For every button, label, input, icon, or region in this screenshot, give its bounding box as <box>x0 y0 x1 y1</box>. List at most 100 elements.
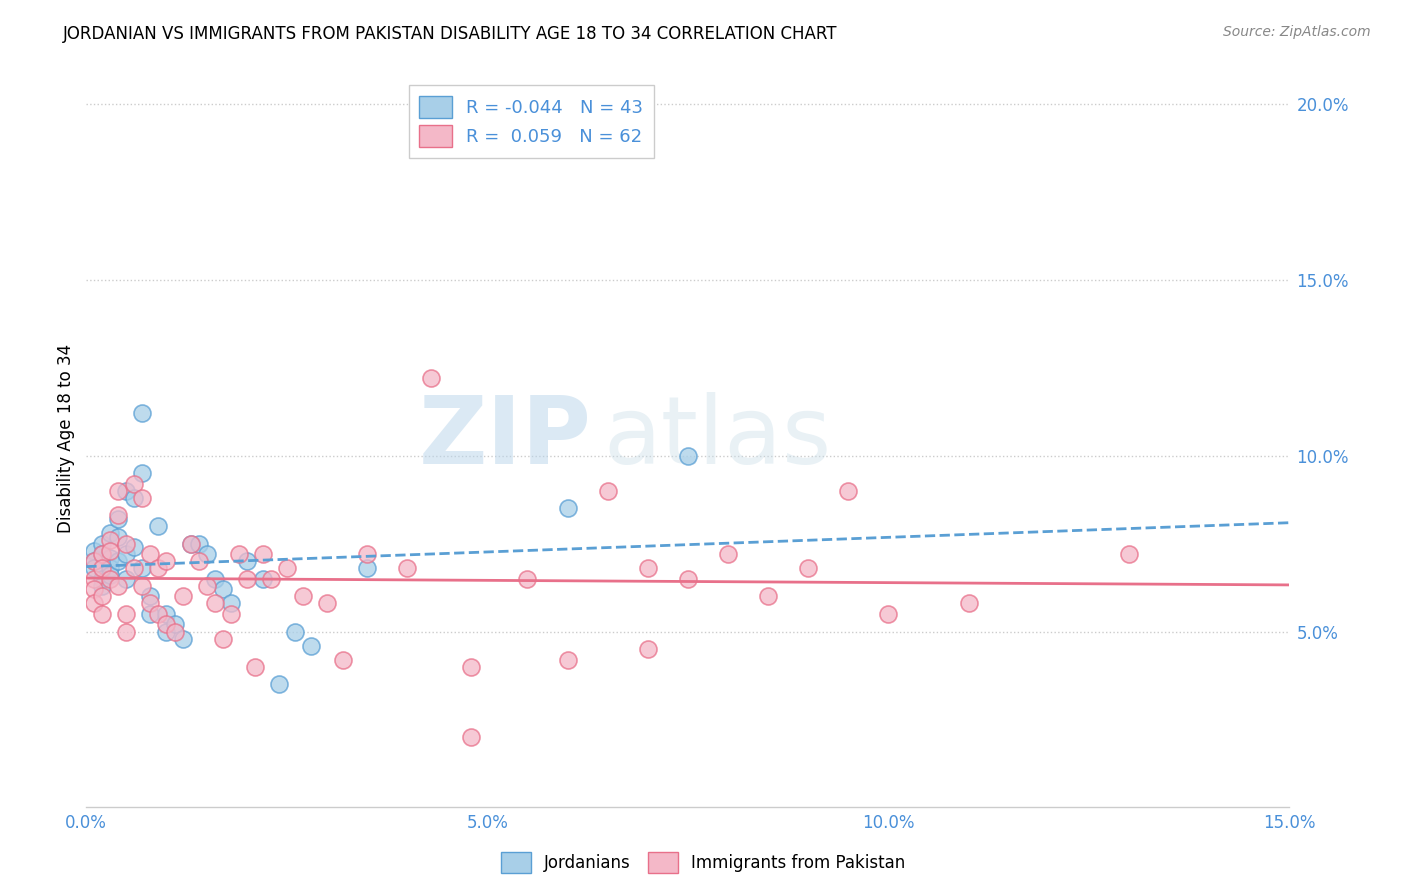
Point <box>260 572 283 586</box>
Point <box>717 547 740 561</box>
Point <box>211 632 233 646</box>
Point <box>98 561 121 575</box>
Point <box>83 554 105 568</box>
Point <box>131 561 153 575</box>
Point <box>98 533 121 547</box>
Point <box>155 624 177 639</box>
Point <box>356 561 378 575</box>
Point <box>107 529 129 543</box>
Point <box>115 547 138 561</box>
Point <box>91 607 114 621</box>
Point <box>420 371 443 385</box>
Point <box>131 491 153 505</box>
Point <box>195 579 218 593</box>
Point <box>83 554 105 568</box>
Point <box>98 543 121 558</box>
Point <box>91 547 114 561</box>
Text: ZIP: ZIP <box>419 392 592 484</box>
Point <box>252 547 274 561</box>
Point <box>98 568 121 582</box>
Point <box>676 572 699 586</box>
Point <box>516 572 538 586</box>
Point <box>115 607 138 621</box>
Point <box>180 536 202 550</box>
Point <box>107 512 129 526</box>
Point <box>291 590 314 604</box>
Point <box>115 572 138 586</box>
Point <box>756 590 779 604</box>
Legend: R = -0.044   N = 43, R =  0.059   N = 62: R = -0.044 N = 43, R = 0.059 N = 62 <box>409 85 654 158</box>
Point <box>557 653 579 667</box>
Point <box>356 547 378 561</box>
Point <box>139 590 162 604</box>
Point <box>460 659 482 673</box>
Point <box>83 561 105 575</box>
Point <box>460 730 482 744</box>
Point <box>98 550 121 565</box>
Point <box>131 579 153 593</box>
Point <box>877 607 900 621</box>
Point <box>172 590 194 604</box>
Point <box>148 561 170 575</box>
Point <box>98 526 121 541</box>
Point <box>163 624 186 639</box>
Point <box>131 466 153 480</box>
Legend: Jordanians, Immigrants from Pakistan: Jordanians, Immigrants from Pakistan <box>494 846 912 880</box>
Point <box>204 572 226 586</box>
Point <box>148 519 170 533</box>
Point <box>115 536 138 550</box>
Y-axis label: Disability Age 18 to 34: Disability Age 18 to 34 <box>58 343 75 533</box>
Point <box>155 554 177 568</box>
Point <box>252 572 274 586</box>
Point <box>172 632 194 646</box>
Point <box>332 653 354 667</box>
Point <box>557 501 579 516</box>
Point <box>139 547 162 561</box>
Point <box>91 547 114 561</box>
Point <box>124 540 146 554</box>
Point <box>195 547 218 561</box>
Point <box>235 554 257 568</box>
Point <box>219 596 242 610</box>
Point <box>83 543 105 558</box>
Point <box>83 596 105 610</box>
Point <box>139 607 162 621</box>
Point <box>957 596 980 610</box>
Point <box>107 554 129 568</box>
Point <box>91 590 114 604</box>
Point <box>91 536 114 550</box>
Point <box>155 617 177 632</box>
Point <box>91 572 114 586</box>
Point <box>124 476 146 491</box>
Point <box>267 677 290 691</box>
Point <box>204 596 226 610</box>
Point <box>284 624 307 639</box>
Point <box>235 572 257 586</box>
Point <box>276 561 298 575</box>
Point <box>124 561 146 575</box>
Point <box>155 607 177 621</box>
Point <box>98 572 121 586</box>
Text: atlas: atlas <box>603 392 832 484</box>
Point <box>797 561 820 575</box>
Point <box>107 579 129 593</box>
Point <box>148 607 170 621</box>
Point <box>228 547 250 561</box>
Point <box>837 483 859 498</box>
Point <box>243 659 266 673</box>
Point <box>187 554 209 568</box>
Point <box>107 483 129 498</box>
Point <box>91 561 114 575</box>
Point <box>131 406 153 420</box>
Point <box>219 607 242 621</box>
Point <box>91 579 114 593</box>
Point <box>1118 547 1140 561</box>
Point <box>83 572 105 586</box>
Point <box>211 582 233 597</box>
Point <box>299 639 322 653</box>
Point <box>316 596 339 610</box>
Point <box>596 483 619 498</box>
Point <box>637 561 659 575</box>
Point <box>180 536 202 550</box>
Text: Source: ZipAtlas.com: Source: ZipAtlas.com <box>1223 25 1371 39</box>
